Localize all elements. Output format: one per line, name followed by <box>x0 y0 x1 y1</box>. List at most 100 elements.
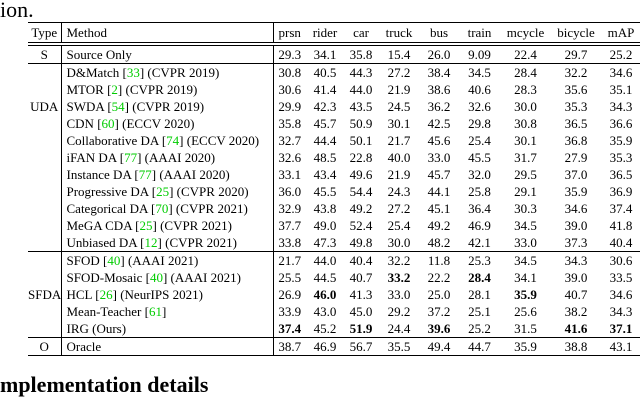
type-cell: O <box>28 337 62 356</box>
metric-value: 33.0 <box>514 235 537 250</box>
table-row: D&Match [33] (CVPR 2019) 30.8 40.5 44.3 27.2… <box>28 63 640 81</box>
metric-value: 45.1 <box>427 201 451 216</box>
method-cell: CDN [60] (ECCV 2020) <box>61 115 274 132</box>
method-name: CDN <box>66 116 94 131</box>
metric-value: 40.7 <box>564 287 588 302</box>
metric-value: 45.7 <box>313 116 337 131</box>
citation-ref[interactable]: 74 <box>166 133 180 148</box>
citation-ref[interactable]: 26 <box>99 287 113 302</box>
metric-value: 30.0 <box>514 99 537 114</box>
metric-value: 37.2 <box>427 304 451 319</box>
method-name: SFOD-Mosaic <box>66 270 143 285</box>
citation-ref[interactable]: 54 <box>111 99 125 114</box>
metric-value: 36.8 <box>564 133 588 148</box>
metric-value: 25.6 <box>514 304 537 319</box>
metric-value: 35.1 <box>609 82 633 97</box>
metric-value: 35.8 <box>278 116 302 131</box>
citation-ref[interactable]: 77 <box>138 167 152 182</box>
method-name: iFAN DA <box>66 150 117 165</box>
method-name: D&Match <box>66 65 120 80</box>
table-row: O Oracle 38.7 46.9 56.7 35.5 49.4 44.7 35.9 38.8 4… <box>28 337 640 356</box>
citation-ref[interactable]: 40 <box>107 253 121 268</box>
type-cell <box>28 234 62 252</box>
metric-value: 38.4 <box>420 63 458 81</box>
citation-ref[interactable]: 33 <box>126 65 140 80</box>
metric-value: 45.0 <box>349 304 373 319</box>
metric-value: 29.1 <box>514 184 537 199</box>
type-cell <box>28 132 62 149</box>
metric-value: 30.1 <box>387 116 411 131</box>
citation-ref[interactable]: 77 <box>124 150 138 165</box>
table-row: Mean-Teacher [61] 33.9 43.0 45.0 29.2 37.2 25.… <box>28 303 640 320</box>
method-name: Unbiased DA <box>66 235 137 250</box>
metric-value: 25.5 <box>278 270 302 285</box>
metric-value: 45.2 <box>313 321 337 336</box>
metric-value: 33.8 <box>278 235 302 250</box>
metric-value: 49.6 <box>349 167 373 182</box>
metric-value: 21.9 <box>387 167 411 182</box>
metric-value: 44.4 <box>313 133 337 148</box>
metric-value: 38.7 <box>273 337 306 356</box>
metric-value: 31.7 <box>514 150 537 165</box>
citation-ref[interactable]: 2 <box>111 82 118 97</box>
citation-ref[interactable]: 60 <box>101 116 115 131</box>
metric-value: 33.1 <box>278 167 302 182</box>
metric-value: 25.8 <box>468 184 491 199</box>
metric-value: 52.4 <box>349 218 373 233</box>
method-cell: SWDA [54] (CVPR 2019) <box>61 98 274 115</box>
metric-value: 40.4 <box>609 235 633 250</box>
citation-ref[interactable]: 61 <box>148 304 162 319</box>
metric-value: 34.5 <box>501 251 550 269</box>
method-cell: MTOR [2] (CVPR 2019) <box>61 81 274 98</box>
metric-value: 45.6 <box>427 133 451 148</box>
metric-value: 30.0 <box>387 235 411 250</box>
metric-value: 46.9 <box>468 218 491 233</box>
metric-value: 35.6 <box>564 82 588 97</box>
metric-value: 43.5 <box>349 99 373 114</box>
type-cell <box>28 269 62 286</box>
metric-value: 49.8 <box>349 235 373 250</box>
metric-value: 34.5 <box>514 218 537 233</box>
col-header-type: Type <box>28 22 62 46</box>
table-row: Unbiased DA [12] (CVPR 2021) 33.8 47.3 49.8… <box>28 234 640 252</box>
table-row: Progressive DA [25] (CVPR 2020) 36.0 45.5 5… <box>28 183 640 200</box>
table-row: SFDA HCL [26] (NeurIPS 2021) 26.9 46.0 41.3 3… <box>28 286 640 303</box>
col-header-method: Method <box>61 22 274 46</box>
method-cell: Instance DA [77] (AAAI 2020) <box>61 166 274 183</box>
header-row: Type Method prsn rider car truck bus train mcy… <box>28 22 640 46</box>
table-body: S Source Only 29.3 34.1 35.8 15.4 26.0 9.09 22.4… <box>28 43 640 356</box>
col-header-mcycle: mcycle <box>501 22 550 46</box>
metric-value: 29.5 <box>514 167 537 182</box>
metric-value: 37.0 <box>564 167 588 182</box>
metric-value: 32.7 <box>278 133 302 148</box>
metric-value: 37.4 <box>278 321 302 336</box>
metric-value: 32.9 <box>278 201 302 216</box>
metric-value: 44.5 <box>313 270 337 285</box>
metric-value: 36.5 <box>564 116 588 131</box>
metric-value: 38.6 <box>427 82 451 97</box>
metric-value: 45.5 <box>313 184 337 199</box>
table-row: MTOR [2] (CVPR 2019) 30.6 41.4 44.0 21.9 38.6… <box>28 81 640 98</box>
method-cell: D&Match [33] (CVPR 2019) <box>61 63 274 81</box>
type-cell <box>28 217 62 234</box>
metric-value: 22.8 <box>349 150 373 165</box>
citation-ref[interactable]: 70 <box>155 201 169 216</box>
metric-value: 40.0 <box>387 150 411 165</box>
metric-value: 49.2 <box>427 218 451 233</box>
method-name: HCL <box>66 287 93 302</box>
metric-value: 24.5 <box>387 99 411 114</box>
citation-ref[interactable]: 25 <box>139 218 153 233</box>
metric-value: 34.1 <box>306 43 344 64</box>
table-row: iFAN DA [77] (AAAI 2020) 32.6 48.5 22.8 40.0… <box>28 149 640 166</box>
table-row: Collaborative DA [74] (ECCV 2020) 32.7 44.… <box>28 132 640 149</box>
metric-value: 33.0 <box>387 287 411 302</box>
metric-value: 33.5 <box>609 270 633 285</box>
table-row: Instance DA [77] (AAAI 2020) 33.1 43.4 49.6… <box>28 166 640 183</box>
type-cell <box>28 149 62 166</box>
metric-value: 25.0 <box>427 287 451 302</box>
metric-value: 42.1 <box>468 235 491 250</box>
citation-ref[interactable]: 40 <box>149 270 163 285</box>
citation-ref[interactable]: 25 <box>156 184 170 199</box>
citation-ref[interactable]: 12 <box>144 235 158 250</box>
method-name: MeGA CDA <box>66 218 132 233</box>
